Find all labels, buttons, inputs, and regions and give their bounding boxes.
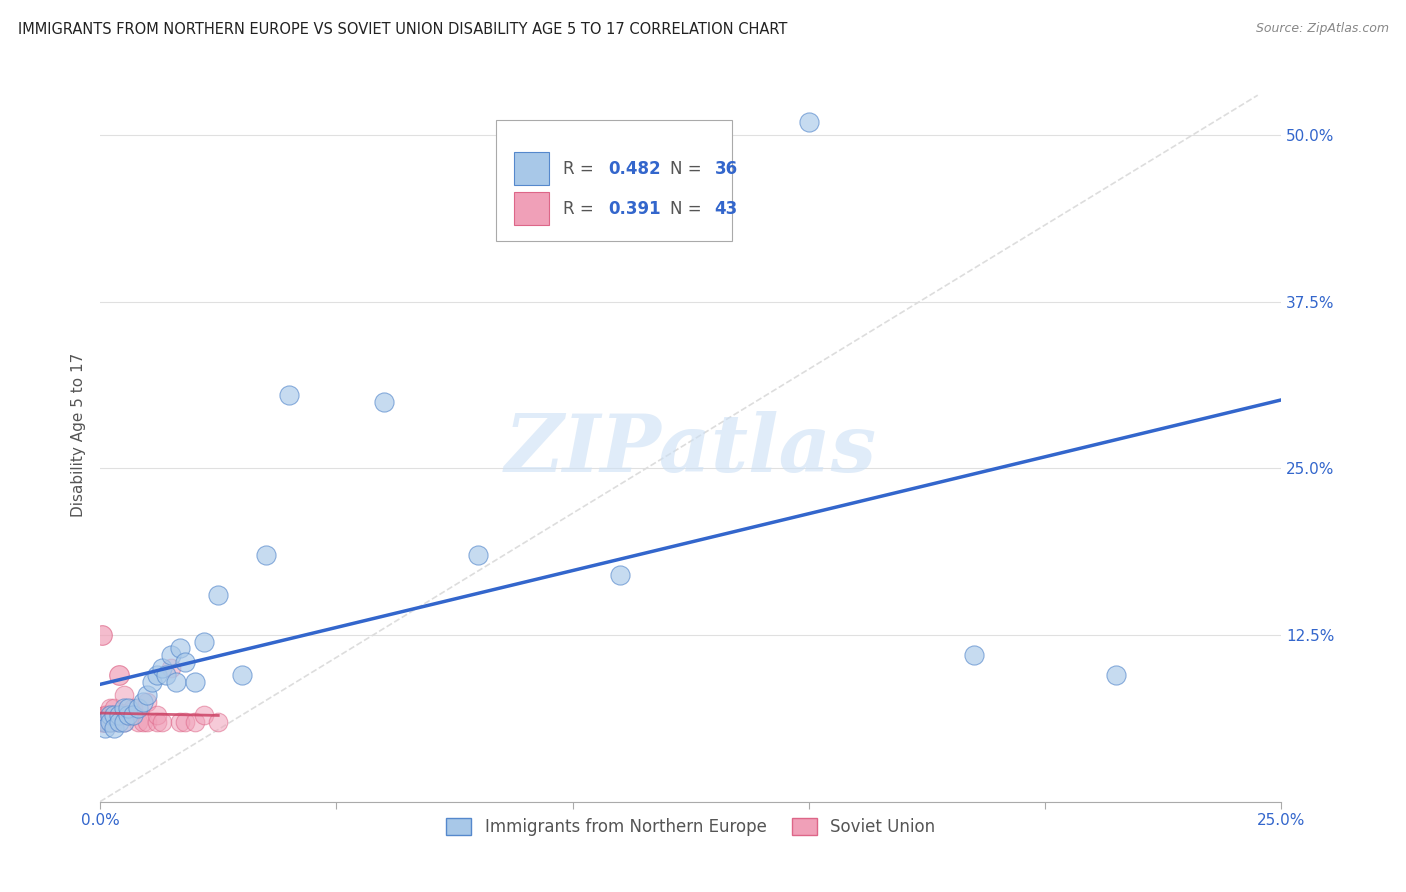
Point: [150, 661, 173, 675]
Legend: Immigrants from Northern Europe, Soviet Union: Immigrants from Northern Europe, Soviet …: [439, 810, 943, 845]
Point: [108, 714, 131, 729]
Point: [207, 588, 229, 602]
Point: [112, 701, 135, 715]
Point: [165, 674, 187, 689]
FancyBboxPatch shape: [513, 153, 548, 186]
Point: [103, 708, 125, 723]
Point: [122, 701, 145, 715]
Point: [193, 634, 215, 648]
Point: [193, 708, 215, 723]
Point: [108, 708, 131, 723]
Point: [150, 714, 173, 729]
Point: [136, 714, 159, 729]
Point: [103, 701, 125, 715]
Point: [174, 714, 197, 729]
Text: Source: ZipAtlas.com: Source: ZipAtlas.com: [1256, 22, 1389, 36]
Point: [94, 714, 117, 729]
Point: [103, 708, 125, 723]
Text: 0.391: 0.391: [607, 200, 661, 218]
Point: [108, 708, 131, 723]
Point: [94, 714, 117, 729]
Point: [373, 394, 395, 409]
Text: N =: N =: [669, 200, 706, 218]
Point: [797, 115, 820, 129]
Text: R =: R =: [564, 200, 599, 218]
Point: [131, 714, 153, 729]
Point: [98, 714, 121, 729]
Point: [94, 721, 117, 735]
Point: [98, 701, 121, 715]
Point: [103, 714, 125, 729]
Point: [91, 714, 114, 729]
Point: [94, 714, 117, 729]
Point: [108, 668, 131, 682]
Point: [183, 714, 205, 729]
Text: N =: N =: [669, 160, 706, 178]
Point: [155, 668, 177, 682]
FancyBboxPatch shape: [513, 192, 548, 225]
FancyBboxPatch shape: [496, 120, 733, 241]
Point: [183, 674, 205, 689]
Point: [108, 708, 131, 723]
Text: ZIPatlas: ZIPatlas: [505, 411, 877, 489]
Point: [112, 714, 135, 729]
Point: [169, 641, 191, 656]
Point: [117, 701, 139, 715]
Point: [98, 714, 121, 729]
Point: [136, 688, 159, 702]
Point: [467, 548, 489, 562]
Point: [169, 714, 191, 729]
Point: [94, 714, 117, 729]
Point: [112, 714, 135, 729]
Point: [122, 708, 145, 723]
Text: R =: R =: [564, 160, 599, 178]
Point: [278, 388, 301, 402]
Point: [98, 708, 121, 723]
Point: [122, 708, 145, 723]
Point: [609, 568, 631, 582]
Text: 43: 43: [714, 200, 738, 218]
Point: [112, 688, 135, 702]
Point: [117, 708, 139, 723]
Point: [98, 714, 121, 729]
Point: [94, 714, 117, 729]
Point: [112, 708, 135, 723]
Point: [160, 648, 183, 662]
Point: [963, 648, 986, 662]
Point: [103, 721, 125, 735]
Text: 36: 36: [714, 160, 738, 178]
Point: [131, 695, 153, 709]
Point: [174, 655, 197, 669]
Point: [141, 674, 163, 689]
Point: [127, 714, 149, 729]
Point: [231, 668, 253, 682]
Point: [117, 708, 139, 723]
Point: [160, 661, 183, 675]
Point: [146, 708, 169, 723]
Point: [146, 668, 169, 682]
Point: [1105, 668, 1128, 682]
Point: [136, 695, 159, 709]
Point: [91, 714, 114, 729]
Text: 0.482: 0.482: [607, 160, 661, 178]
Point: [254, 548, 277, 562]
Point: [94, 714, 117, 729]
Point: [94, 714, 117, 729]
Point: [91, 628, 114, 642]
Point: [96, 708, 118, 723]
Point: [98, 708, 121, 723]
Y-axis label: Disability Age 5 to 17: Disability Age 5 to 17: [72, 353, 86, 517]
Point: [127, 701, 149, 715]
Point: [146, 714, 169, 729]
Point: [91, 714, 114, 729]
Text: IMMIGRANTS FROM NORTHERN EUROPE VS SOVIET UNION DISABILITY AGE 5 TO 17 CORRELATI: IMMIGRANTS FROM NORTHERN EUROPE VS SOVIE…: [18, 22, 787, 37]
Point: [96, 714, 118, 729]
Point: [94, 708, 117, 723]
Point: [103, 708, 125, 723]
Point: [207, 714, 229, 729]
Point: [94, 714, 117, 729]
Point: [94, 708, 117, 723]
